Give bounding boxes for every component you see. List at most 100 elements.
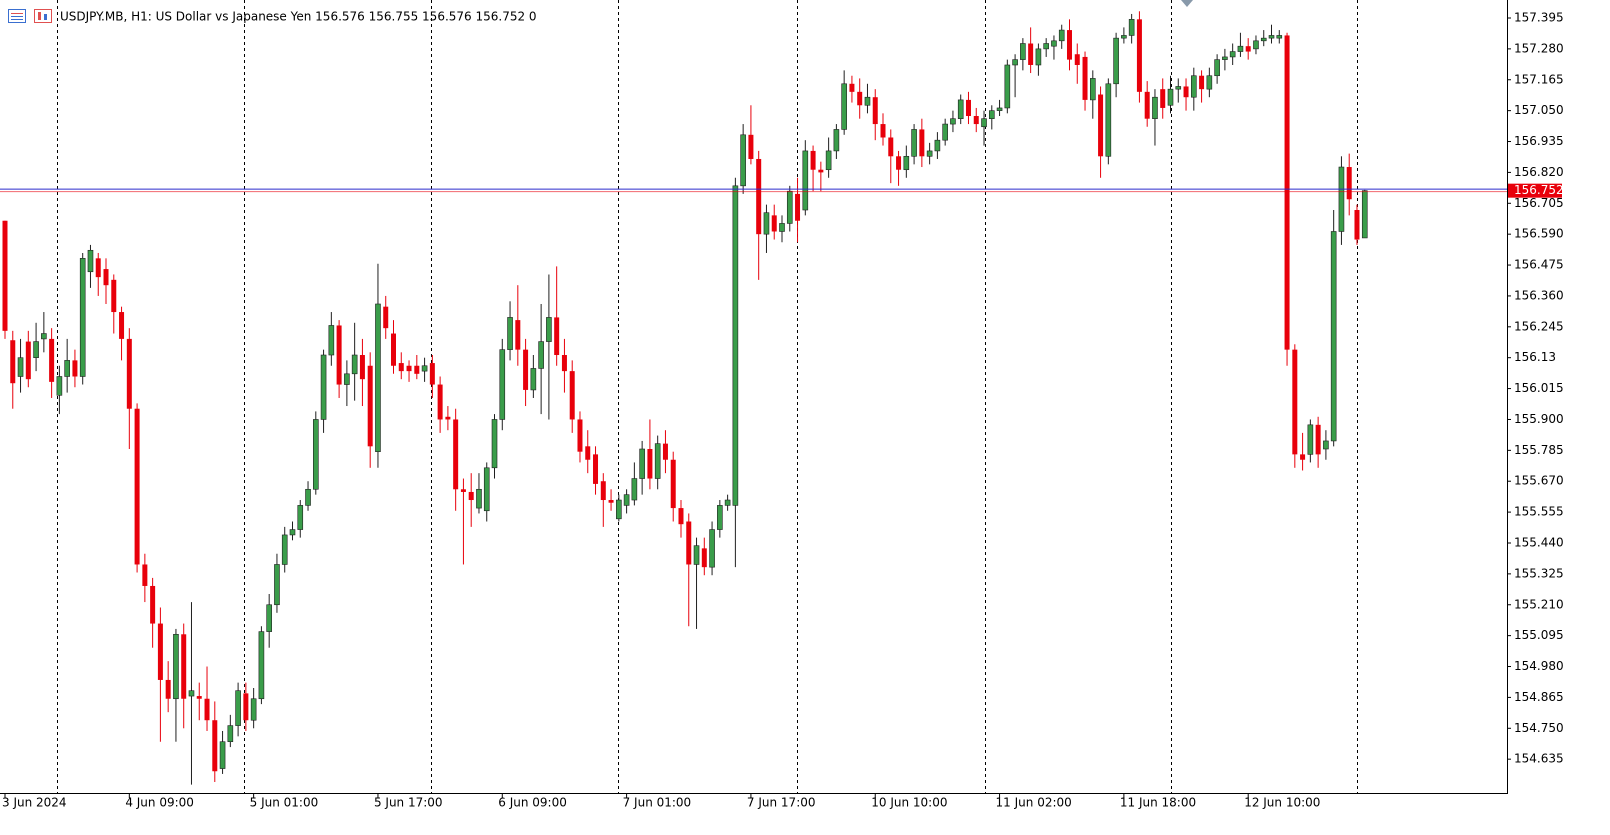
candle-body [79, 258, 86, 377]
toolbar-icons [8, 9, 52, 23]
candle-body [1012, 59, 1018, 66]
candle-body [1253, 40, 1259, 50]
candle-body [1020, 43, 1026, 60]
candle-body [686, 521, 692, 565]
candle-body [965, 99, 971, 117]
y-tick-label: 156.705 [1514, 196, 1564, 210]
candle-body [266, 604, 272, 632]
candle-body [818, 169, 824, 173]
x-tick-label: 12 Jun 10:00 [1244, 796, 1320, 810]
candle-body [2, 220, 8, 331]
candle-body [973, 116, 979, 125]
icon-bar [44, 14, 47, 20]
candle-body [453, 419, 459, 490]
candle-body [406, 365, 412, 372]
candle-body [546, 317, 552, 342]
candle-body [693, 545, 700, 565]
candle-body [1300, 454, 1306, 460]
candle-body [864, 96, 871, 106]
x-tick-label: 4 Jun 09:00 [125, 796, 194, 810]
candle-body [639, 448, 645, 479]
candle-body [600, 481, 606, 501]
candle-body [585, 446, 591, 460]
candle-body [1167, 88, 1174, 106]
y-tick-label: 157.280 [1514, 41, 1564, 55]
candle-body [312, 419, 319, 490]
candle-body [414, 365, 420, 374]
candle-body [934, 139, 941, 152]
y-tick-label: 155.555 [1514, 505, 1564, 519]
candle-body [351, 354, 358, 375]
icon-chart[interactable] [34, 9, 52, 23]
candle-body [1323, 440, 1329, 450]
y-tick-label: 156.360 [1514, 288, 1564, 302]
candle-body [662, 443, 668, 460]
y-tick-label: 156.820 [1514, 165, 1564, 179]
candle-body [608, 500, 614, 503]
candle-body [1128, 19, 1135, 36]
candle-body [274, 564, 280, 606]
candle-body [1214, 59, 1220, 77]
candle-body [554, 317, 560, 356]
candle-body [1183, 86, 1189, 98]
y-tick-label: 157.395 [1514, 10, 1564, 24]
candle-body [64, 360, 70, 377]
candle-body [888, 137, 894, 157]
candle-body [383, 306, 389, 329]
candle-body [483, 467, 490, 512]
candle-body [1268, 35, 1275, 39]
candle-body [569, 371, 575, 420]
candle-body [911, 129, 917, 157]
candle-body [1292, 349, 1298, 455]
y-tick-label: 157.050 [1514, 103, 1564, 117]
candle-body [1035, 48, 1042, 66]
candle-body [328, 325, 335, 356]
y-tick-label: 157.165 [1514, 72, 1564, 86]
candle-body [289, 529, 296, 536]
y-tick-label: 156.590 [1514, 227, 1564, 241]
candle-body [87, 249, 94, 273]
candle-body [212, 720, 218, 772]
price-label-box [1508, 183, 1562, 198]
candle-body [942, 123, 948, 141]
x-tick-label: 6 Jun 09:00 [498, 796, 567, 810]
y-tick-label: 154.980 [1514, 659, 1564, 673]
y-tick-label: 156.935 [1514, 134, 1564, 148]
candle-body [1330, 231, 1337, 442]
candle-body [919, 129, 925, 157]
x-tick-label: 7 Jun 17:00 [747, 796, 816, 810]
candle-body [1160, 89, 1166, 108]
candle-body [491, 419, 498, 469]
candle-body [763, 212, 770, 235]
shift-marker[interactable] [1181, 0, 1193, 7]
candle-body [802, 150, 809, 211]
candle-body [429, 363, 435, 385]
candle-body [515, 320, 521, 350]
candle-body [305, 488, 311, 506]
candle-body [810, 150, 816, 170]
candle-body [181, 634, 187, 699]
candle-body [857, 91, 863, 106]
candle-body [103, 269, 109, 286]
y-tick-label: 155.670 [1514, 474, 1564, 488]
candle-body [1346, 167, 1352, 200]
y-tick-label: 154.635 [1514, 752, 1564, 766]
candle-body [460, 489, 466, 492]
candle-body [981, 118, 987, 128]
x-tick-label: 5 Jun 17:00 [374, 796, 443, 810]
candle-body [41, 333, 47, 340]
candle-body [1051, 40, 1057, 47]
candle-body [398, 363, 404, 372]
candle-body [957, 99, 964, 119]
candle-body [25, 341, 31, 380]
candle-body [336, 325, 342, 385]
candle-body [72, 360, 78, 377]
candle-body [1307, 424, 1314, 455]
candle-body [1284, 35, 1290, 350]
candle-body [631, 478, 638, 501]
candle-body [1245, 46, 1251, 52]
candle-body [468, 491, 474, 501]
candle-body [1338, 166, 1345, 232]
candle-body [437, 384, 443, 420]
